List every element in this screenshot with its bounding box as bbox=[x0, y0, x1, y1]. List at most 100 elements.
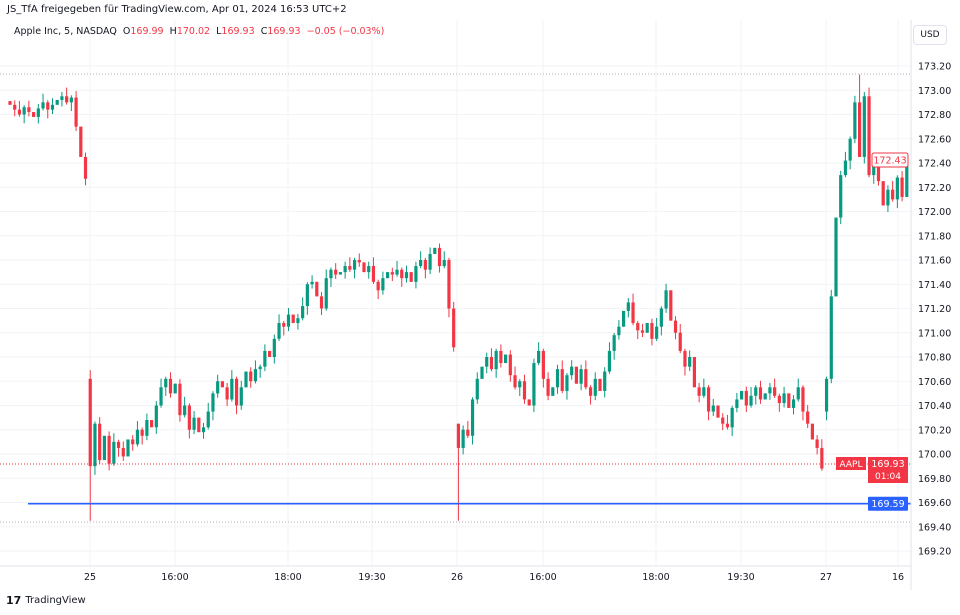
candle bbox=[258, 364, 262, 378]
time-tick-label: 18:00 bbox=[642, 572, 669, 583]
price-axis[interactable]: 173.20 173.00 172.80 172.60 172.40 172.20 172.… bbox=[918, 62, 951, 558]
candle bbox=[371, 257, 376, 285]
candle-body bbox=[716, 405, 720, 418]
candle bbox=[32, 112, 36, 117]
candle-body bbox=[522, 381, 527, 400]
candle bbox=[41, 93, 45, 111]
candle bbox=[669, 290, 673, 321]
time-tick-label: 19:30 bbox=[358, 572, 385, 583]
candle-body bbox=[69, 97, 73, 103]
symbol-title[interactable]: Apple Inc, 5, NASDAQ bbox=[14, 26, 117, 37]
candle-body bbox=[22, 107, 26, 115]
candle-body bbox=[159, 387, 163, 406]
candle bbox=[239, 380, 243, 410]
candle-body bbox=[777, 395, 781, 404]
candle-body bbox=[74, 97, 78, 127]
candle bbox=[815, 435, 819, 455]
candle bbox=[362, 262, 366, 273]
candle-body bbox=[178, 383, 182, 416]
candle-body bbox=[683, 350, 687, 367]
candle bbox=[688, 350, 692, 372]
brand-name: TradingView bbox=[25, 595, 86, 606]
candle bbox=[159, 378, 163, 408]
tradingview-logo[interactable]: 17 TradingView bbox=[6, 594, 86, 607]
candle bbox=[829, 289, 833, 384]
candle bbox=[574, 366, 578, 384]
candle bbox=[452, 301, 456, 352]
candle bbox=[749, 387, 753, 408]
candle-body bbox=[456, 423, 460, 448]
candle-body bbox=[466, 429, 470, 436]
candle bbox=[758, 380, 763, 404]
candle bbox=[65, 87, 69, 105]
candle-body bbox=[230, 378, 234, 400]
candle bbox=[126, 439, 130, 457]
candle-body bbox=[749, 395, 753, 406]
candle-body bbox=[329, 269, 333, 279]
candle-body bbox=[348, 266, 352, 270]
candle-body bbox=[640, 330, 645, 333]
candle bbox=[650, 318, 654, 346]
candle-body bbox=[253, 369, 258, 382]
candle bbox=[504, 354, 508, 364]
candle bbox=[537, 342, 541, 366]
candle-body bbox=[570, 366, 574, 376]
price-tick-label: 170.80 bbox=[918, 353, 951, 364]
candle-body bbox=[815, 439, 819, 448]
candle bbox=[164, 376, 168, 397]
candle-body bbox=[555, 369, 560, 388]
candle-body bbox=[527, 399, 531, 406]
candle-body bbox=[862, 96, 866, 157]
candle-body bbox=[730, 407, 734, 428]
symbol-legend: Apple Inc, 5, NASDAQ O169.99 H170.02 L16… bbox=[14, 26, 384, 37]
candle bbox=[640, 323, 645, 338]
candle bbox=[740, 390, 744, 400]
grid bbox=[0, 20, 911, 566]
candle bbox=[310, 275, 314, 289]
candle bbox=[518, 379, 522, 397]
candle-body bbox=[810, 423, 814, 440]
candle bbox=[555, 364, 560, 394]
candle bbox=[93, 421, 97, 475]
candle-body bbox=[787, 393, 791, 408]
candle bbox=[588, 385, 593, 405]
candle-body bbox=[376, 281, 380, 291]
candle bbox=[305, 282, 309, 315]
currency-button[interactable]: USD bbox=[913, 25, 947, 45]
candle-body bbox=[301, 306, 305, 319]
candle bbox=[839, 170, 843, 225]
candle bbox=[201, 422, 206, 439]
time-axis[interactable]: 25 16:00 18:00 19:30 26 16:00 18:00 19:30 27 16 bbox=[84, 572, 904, 583]
candle-body bbox=[664, 290, 668, 309]
candle bbox=[796, 378, 800, 402]
candle-body bbox=[357, 260, 361, 263]
candle bbox=[456, 423, 460, 521]
price-tick-label: 170.00 bbox=[918, 450, 951, 461]
price-tick-label: 171.60 bbox=[918, 256, 951, 267]
candle-body bbox=[88, 378, 92, 467]
candle-body bbox=[791, 399, 796, 408]
candle bbox=[881, 181, 885, 206]
candle-body bbox=[806, 411, 810, 424]
high-label: H bbox=[169, 26, 177, 37]
candle bbox=[546, 372, 550, 401]
candle-body bbox=[532, 363, 536, 406]
price-tick-label: 172.20 bbox=[918, 183, 951, 194]
candle-body bbox=[820, 447, 824, 469]
candle bbox=[428, 247, 432, 275]
price-tick-label: 170.40 bbox=[918, 401, 951, 412]
price-tick-label: 169.80 bbox=[918, 474, 951, 485]
candle bbox=[414, 261, 418, 289]
candle bbox=[98, 417, 102, 465]
candle bbox=[409, 272, 413, 282]
candle bbox=[532, 358, 536, 413]
candle-body bbox=[404, 272, 409, 279]
candle-body bbox=[315, 281, 319, 297]
candle-body bbox=[721, 417, 725, 424]
candle-body bbox=[150, 420, 154, 428]
low-label: L bbox=[216, 26, 222, 37]
candle-body bbox=[688, 357, 692, 367]
price-badges: 172.43 AAPL 169.93 01:04 169.59 bbox=[836, 152, 909, 511]
